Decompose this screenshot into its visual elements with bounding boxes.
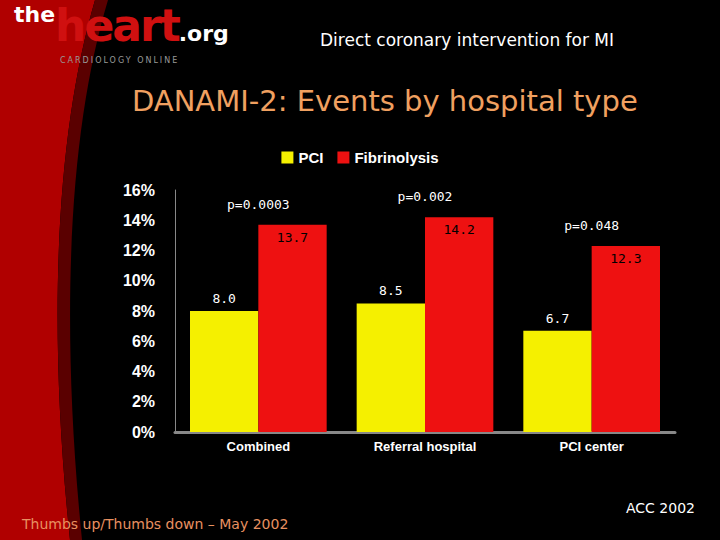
svg-text:p=0.0003: p=0.0003 [227,197,290,212]
svg-text:8.5: 8.5 [379,283,402,298]
svg-text:4%: 4% [132,363,155,380]
html-text:DANAMI-2: Events by hospital t: DANAMI-2: Events by hospital type [132,84,638,118]
svg-text:14%: 14% [123,212,155,229]
svg-text:6%: 6% [132,333,155,350]
html-text:heart: heart [55,0,179,51]
svg-text:10%: 10% [123,272,155,289]
html-text:ACC 2002: ACC 2002 [626,500,695,516]
svg-text:2%: 2% [132,393,155,410]
svg-text:16%: 16% [123,182,155,199]
svg-text:14.2: 14.2 [444,222,475,237]
svg-text:p=0.002: p=0.002 [398,189,453,204]
html-text:the: the [14,2,56,27]
svg-text:8.0: 8.0 [212,291,235,306]
html-text:Direct coronary intervention f: Direct coronary intervention for MI [320,30,614,50]
svg-text:PCI center: PCI center [560,439,624,454]
svg-text:6.7: 6.7 [546,311,569,326]
svg-text:8%: 8% [132,303,155,320]
html-text:Thumbs up/Thumbs down – May 20: Thumbs up/Thumbs down – May 2002 [22,516,289,532]
svg-text:12%: 12% [123,242,155,259]
svg-text:13.7: 13.7 [277,230,308,245]
svg-text:p=0.048: p=0.048 [564,218,619,233]
html-text:.org: .org [178,21,229,46]
svg-text:Referral hospital: Referral hospital [374,439,477,454]
html-text:CARDIOLOGY ONLINE: CARDIOLOGY ONLINE [60,56,180,65]
svg-text:Fibrinolysis: Fibrinolysis [354,149,438,166]
svg-text:12.3: 12.3 [610,251,641,266]
svg-text:0%: 0% [132,424,155,441]
svg-text:Combined: Combined [227,439,291,454]
svg-text:PCI: PCI [298,149,323,166]
